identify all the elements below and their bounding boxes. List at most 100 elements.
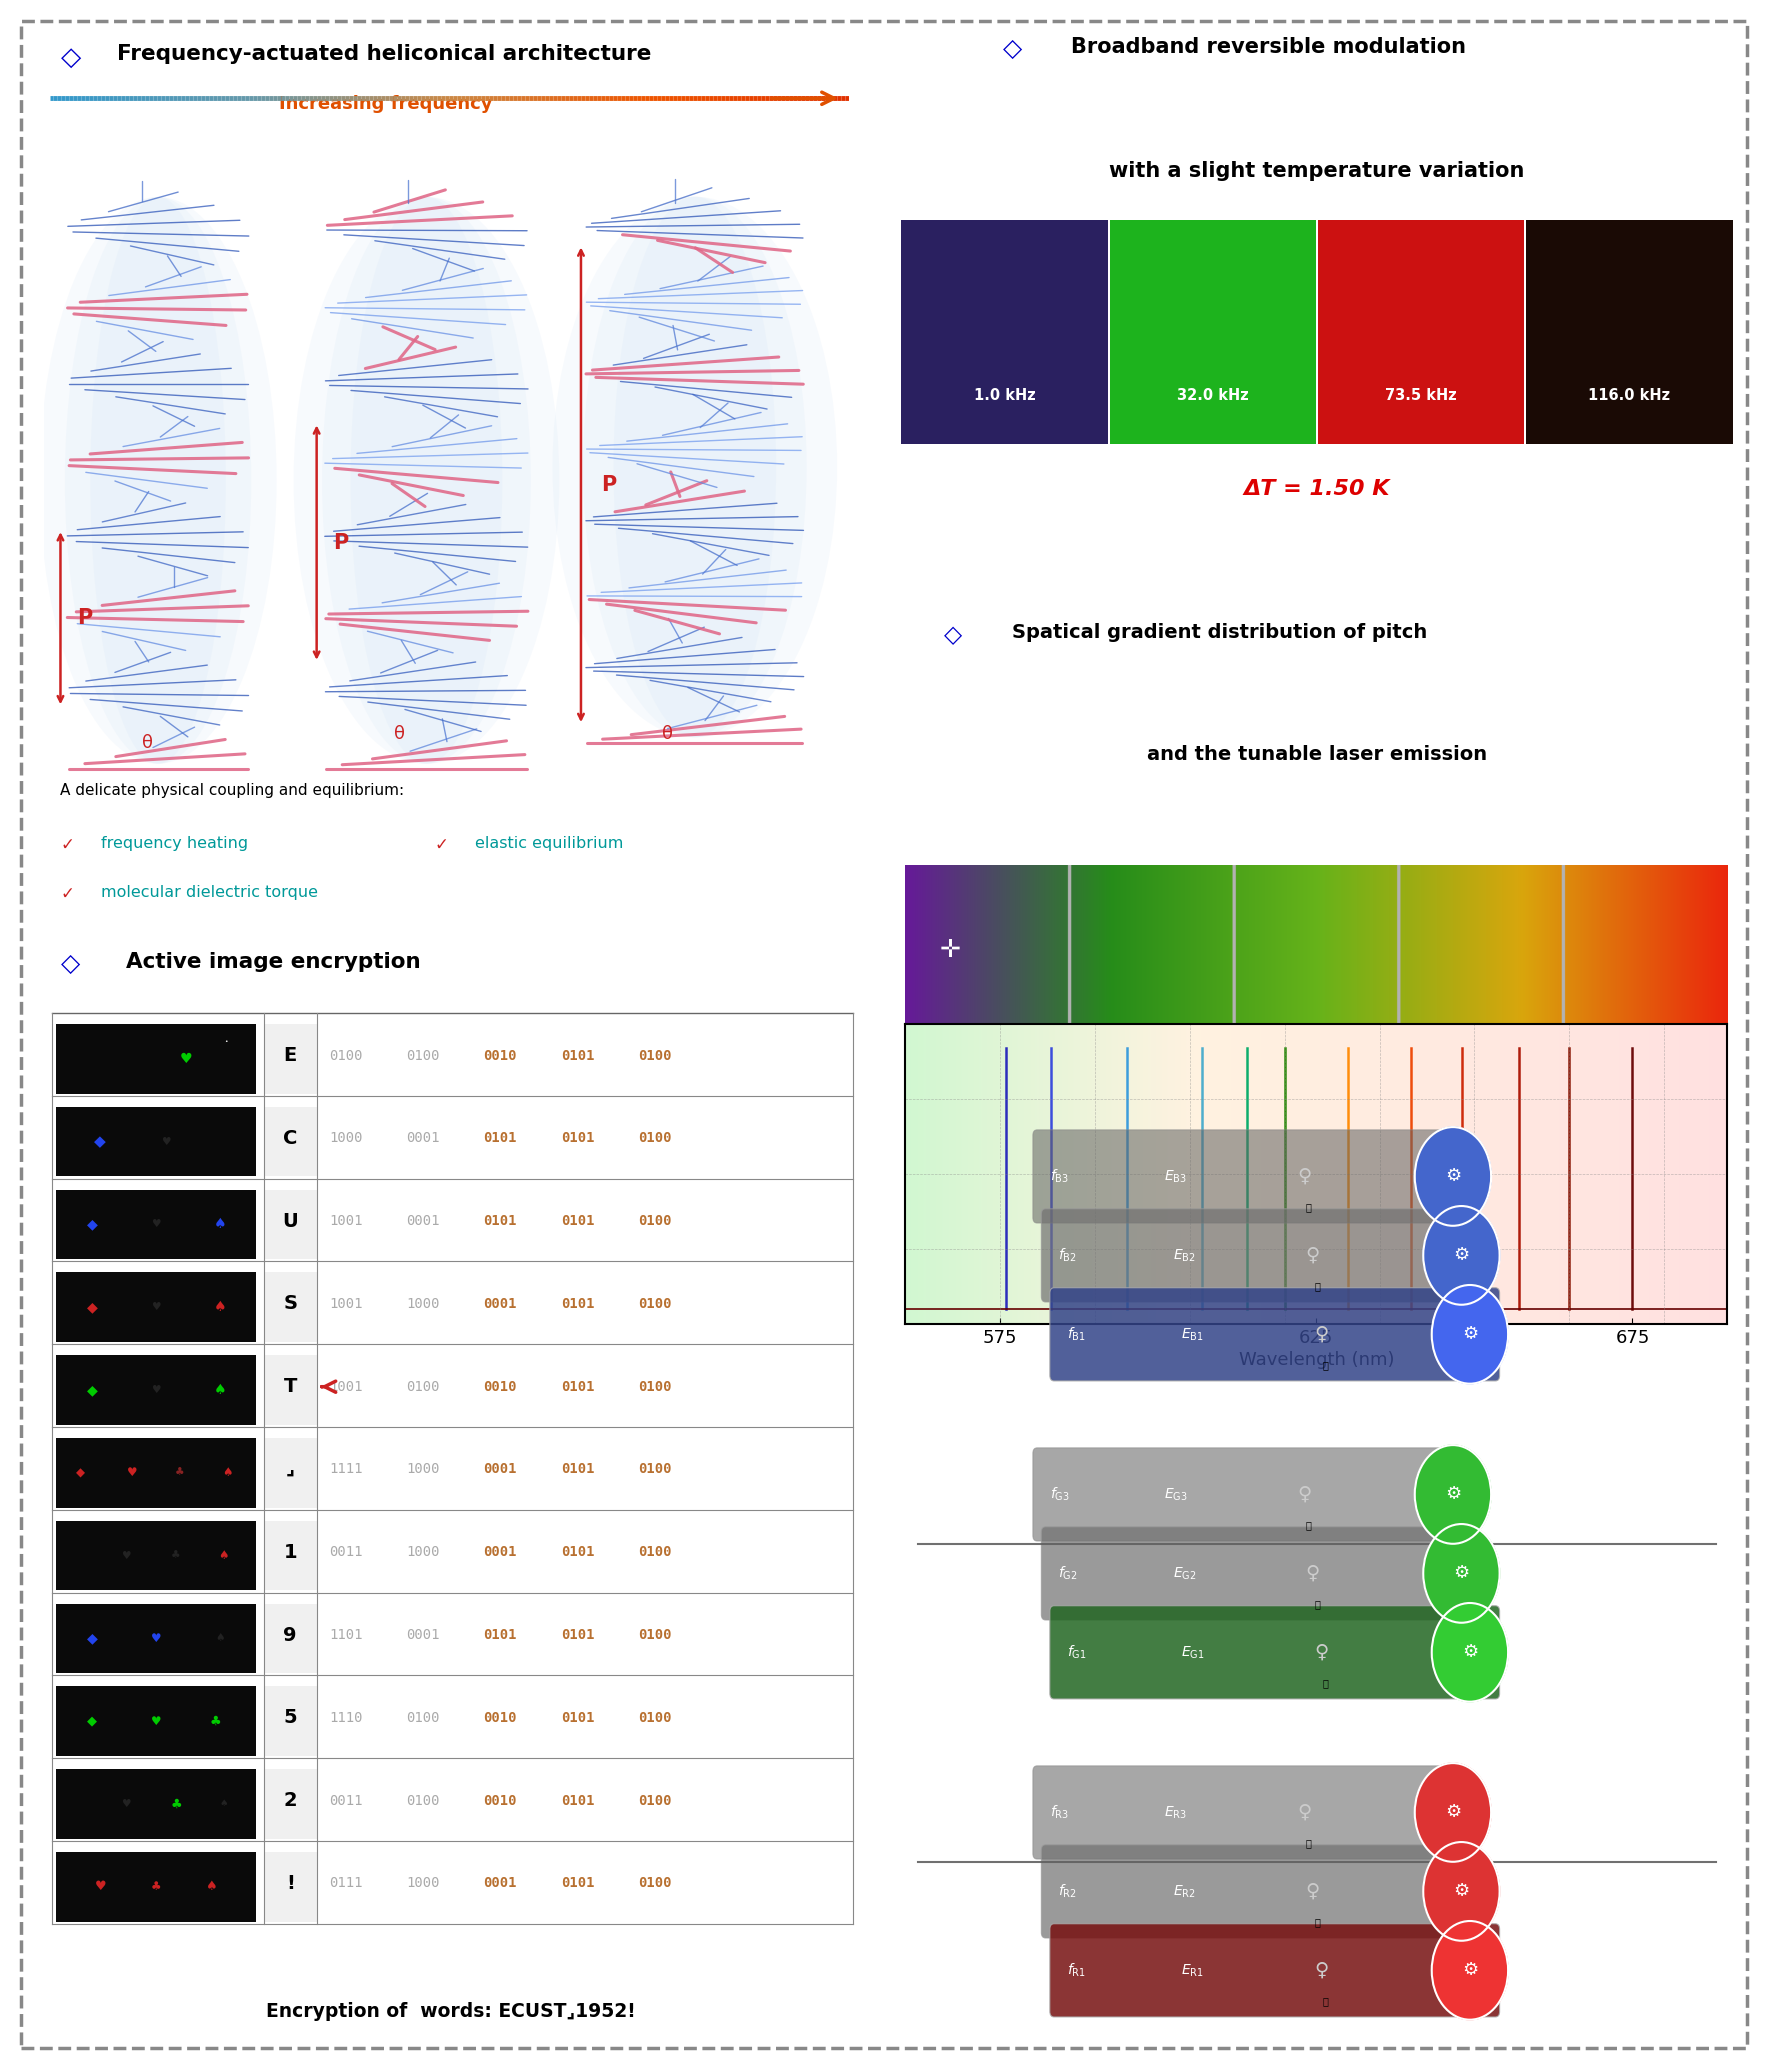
Ellipse shape [350, 197, 502, 763]
Ellipse shape [613, 197, 776, 737]
Text: ✓: ✓ [435, 836, 449, 854]
FancyBboxPatch shape [1050, 1287, 1499, 1380]
Text: Frequency-actuated heliconical architecture: Frequency-actuated heliconical architect… [117, 43, 652, 64]
Text: 0100: 0100 [407, 1049, 440, 1063]
Text: elastic equilibrium: elastic equilibrium [476, 836, 624, 850]
Bar [263, 1107, 316, 1177]
Text: ♠: ♠ [214, 1217, 226, 1231]
Bar [57, 1024, 256, 1095]
Bar [1526, 219, 1733, 445]
Text: 0100: 0100 [638, 1628, 672, 1643]
Text: $f_{\mathrm{B1}}$: $f_{\mathrm{B1}}$ [1066, 1326, 1086, 1343]
Text: $E_{\mathrm{B1}}$: $E_{\mathrm{B1}}$ [1181, 1326, 1204, 1343]
Text: 0101: 0101 [560, 1380, 594, 1395]
Text: ♠: ♠ [216, 1632, 225, 1643]
Text: 0100: 0100 [638, 1546, 672, 1560]
Text: ♠: ♠ [207, 1881, 217, 1893]
Text: 0010: 0010 [483, 1794, 516, 1808]
Bar [1317, 219, 1524, 445]
Text: C: C [283, 1130, 297, 1148]
Bar [57, 1686, 256, 1757]
Text: 0100: 0100 [638, 1711, 672, 1726]
Text: ♥: ♥ [152, 1384, 161, 1395]
Circle shape [1432, 1920, 1508, 2019]
Text: P: P [601, 474, 617, 494]
Text: ✛: ✛ [941, 937, 962, 962]
Text: $E_{\mathrm{B2}}$: $E_{\mathrm{B2}}$ [1172, 1248, 1195, 1264]
Text: ♀: ♀ [1314, 1643, 1328, 1661]
Text: 1001: 1001 [329, 1215, 362, 1229]
Circle shape [1423, 1206, 1499, 1306]
Text: ◆: ◆ [87, 1217, 97, 1231]
Text: P: P [332, 532, 348, 552]
Text: ◆: ◆ [94, 1134, 106, 1148]
Text: ♥: ♥ [161, 1136, 171, 1146]
Text: 1001: 1001 [329, 1380, 362, 1395]
Bar [57, 1521, 256, 1591]
Text: 0101: 0101 [560, 1794, 594, 1808]
Text: 0100: 0100 [407, 1711, 440, 1726]
Text: 🗝: 🗝 [1322, 1359, 1328, 1370]
Text: 0010: 0010 [483, 1380, 516, 1395]
Text: ♥: ♥ [127, 1467, 138, 1479]
Text: ♀: ♀ [1314, 1961, 1328, 1980]
Text: 116.0 kHz: 116.0 kHz [1588, 389, 1671, 403]
Text: ◆: ◆ [87, 1630, 97, 1645]
Text: $f_{\mathrm{G2}}$: $f_{\mathrm{G2}}$ [1059, 1564, 1078, 1583]
Text: ♥: ♥ [150, 1632, 161, 1645]
Text: $f_{\mathrm{R3}}$: $f_{\mathrm{R3}}$ [1050, 1804, 1070, 1821]
Text: 9: 9 [283, 1626, 297, 1645]
Text: 0101: 0101 [560, 1297, 594, 1312]
FancyBboxPatch shape [1033, 1765, 1462, 1860]
Text: 0101: 0101 [560, 1628, 594, 1643]
Ellipse shape [322, 197, 530, 763]
Text: 0101: 0101 [560, 1463, 594, 1477]
Text: 0001: 0001 [483, 1877, 516, 1891]
Text: Encryption of  words: ECUST⌟1952!: Encryption of words: ECUST⌟1952! [265, 2003, 636, 2021]
Text: ♣: ♣ [171, 1550, 180, 1560]
Circle shape [1414, 1444, 1490, 1543]
Text: ⚙: ⚙ [1453, 1246, 1469, 1264]
Text: ◆: ◆ [87, 1382, 97, 1397]
Bar [263, 1272, 316, 1343]
Text: 0100: 0100 [638, 1380, 672, 1395]
Text: ♣: ♣ [210, 1715, 221, 1728]
Text: θ: θ [141, 734, 152, 751]
Text: 🗝: 🗝 [1307, 1837, 1312, 1848]
Text: Active image encryption: Active image encryption [126, 952, 421, 972]
Text: 0011: 0011 [329, 1794, 362, 1808]
Text: 0101: 0101 [560, 1132, 594, 1146]
Text: frequency heating: frequency heating [101, 836, 248, 850]
Text: 0100: 0100 [638, 1132, 672, 1146]
Text: 🗝: 🗝 [1314, 1918, 1321, 1926]
Ellipse shape [39, 197, 276, 763]
Text: S: S [283, 1295, 297, 1314]
Text: ♥: ♥ [122, 1798, 131, 1808]
Text: ♥: ♥ [94, 1881, 106, 1893]
Text: ♀: ♀ [1298, 1167, 1312, 1186]
Text: θ: θ [663, 724, 674, 743]
Text: 1000: 1000 [407, 1463, 440, 1477]
Text: 1110: 1110 [329, 1711, 362, 1726]
Text: ⚙: ⚙ [1444, 1804, 1460, 1821]
Text: 0100: 0100 [638, 1463, 672, 1477]
Text: ◆: ◆ [87, 1299, 97, 1314]
Bar [263, 1603, 316, 1674]
Text: 0001: 0001 [407, 1215, 440, 1229]
Text: 0001: 0001 [483, 1463, 516, 1477]
Bar [263, 1521, 316, 1591]
Text: ΔT = 1.50 K: ΔT = 1.50 K [1245, 480, 1390, 499]
Ellipse shape [583, 197, 806, 737]
Text: θ: θ [394, 724, 405, 743]
Text: 1000: 1000 [329, 1132, 362, 1146]
Ellipse shape [90, 197, 226, 763]
Text: 0100: 0100 [638, 1049, 672, 1063]
Text: T: T [283, 1378, 297, 1397]
X-axis label: Wavelength (nm): Wavelength (nm) [1239, 1351, 1393, 1370]
Text: $E_{\mathrm{G1}}$: $E_{\mathrm{G1}}$ [1181, 1645, 1206, 1661]
Text: 🗝: 🗝 [1314, 1599, 1321, 1610]
FancyBboxPatch shape [1050, 1606, 1499, 1699]
Text: 1000: 1000 [407, 1877, 440, 1891]
Ellipse shape [293, 197, 559, 763]
Text: 0100: 0100 [407, 1794, 440, 1808]
